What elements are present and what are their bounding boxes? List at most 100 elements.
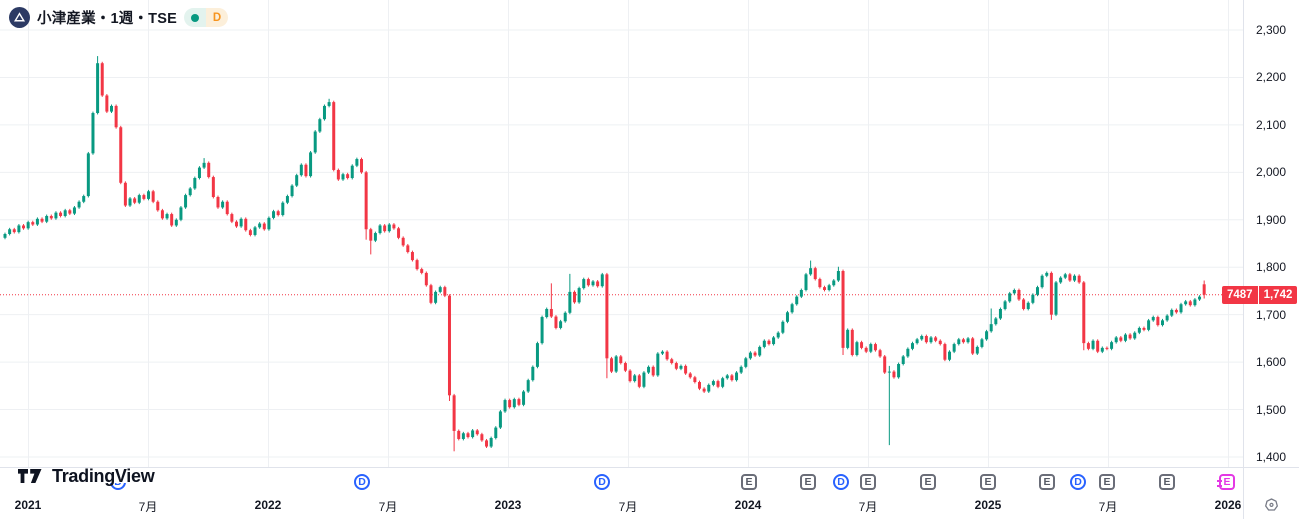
- candle-up[interactable]: [1045, 272, 1049, 276]
- tradingview-watermark[interactable]: TradingView: [18, 466, 155, 487]
- candle-up[interactable]: [54, 212, 58, 219]
- candle-up[interactable]: [522, 391, 526, 405]
- candle-down[interactable]: [961, 339, 965, 343]
- candle-up[interactable]: [776, 332, 780, 338]
- candle-up[interactable]: [3, 234, 7, 238]
- candle-up[interactable]: [96, 63, 100, 114]
- candle-up[interactable]: [221, 201, 225, 208]
- candle-up[interactable]: [295, 175, 299, 186]
- candle-up[interactable]: [1147, 320, 1151, 330]
- candle-up[interactable]: [313, 131, 317, 153]
- candle-down[interactable]: [938, 340, 942, 345]
- candle-down[interactable]: [216, 197, 220, 208]
- candle-up[interactable]: [86, 153, 90, 197]
- candle-down[interactable]: [420, 269, 424, 273]
- candle-down[interactable]: [211, 177, 215, 198]
- candle-down[interactable]: [383, 225, 387, 232]
- candle-down[interactable]: [924, 336, 928, 343]
- candle-down[interactable]: [424, 272, 428, 286]
- candle-down[interactable]: [605, 274, 609, 359]
- candle-up[interactable]: [725, 375, 729, 379]
- candle-up[interactable]: [147, 191, 151, 199]
- symbol-logo[interactable]: [9, 7, 30, 28]
- candle-down[interactable]: [1086, 343, 1090, 349]
- candle-down[interactable]: [248, 230, 252, 235]
- candle-down[interactable]: [119, 127, 123, 183]
- candle-down[interactable]: [596, 281, 600, 287]
- candle-up[interactable]: [633, 375, 637, 382]
- candle-down[interactable]: [1082, 282, 1086, 344]
- candle-up[interactable]: [137, 195, 141, 203]
- candle-up[interactable]: [929, 337, 933, 343]
- candle-up[interactable]: [846, 329, 850, 348]
- candle-up[interactable]: [193, 178, 197, 189]
- candle-up[interactable]: [1184, 301, 1188, 305]
- candle-up[interactable]: [128, 198, 132, 206]
- candle-up[interactable]: [827, 285, 831, 290]
- candle-up[interactable]: [1133, 332, 1137, 339]
- candle-up[interactable]: [290, 185, 294, 197]
- candle-down[interactable]: [670, 359, 674, 364]
- candle-down[interactable]: [364, 172, 368, 230]
- candle-down[interactable]: [466, 433, 470, 438]
- candle-down[interactable]: [971, 338, 975, 354]
- candle-down[interactable]: [1128, 334, 1132, 339]
- events-marker-badge[interactable]: D: [183, 8, 228, 27]
- candle-up[interactable]: [1198, 296, 1202, 300]
- candle-up[interactable]: [1031, 294, 1035, 303]
- candle-up[interactable]: [591, 281, 595, 286]
- candle-up[interactable]: [707, 384, 711, 392]
- candle-up[interactable]: [179, 207, 183, 220]
- candle-down[interactable]: [610, 358, 614, 372]
- candle-down[interactable]: [753, 352, 757, 356]
- candle-down[interactable]: [392, 224, 396, 229]
- candle-down[interactable]: [346, 174, 350, 179]
- candle-down[interactable]: [401, 237, 405, 246]
- candle-up[interactable]: [660, 351, 664, 354]
- candle-up[interactable]: [1170, 309, 1174, 316]
- candle-up[interactable]: [299, 164, 303, 176]
- candle-up[interactable]: [184, 195, 188, 208]
- candle-down[interactable]: [235, 221, 238, 227]
- candle-up[interactable]: [63, 210, 67, 216]
- candle-down[interactable]: [619, 356, 623, 364]
- candle-up[interactable]: [985, 331, 989, 340]
- candle-up[interactable]: [901, 356, 905, 365]
- dividend-badge[interactable]: D: [833, 474, 849, 490]
- candle-down[interactable]: [40, 218, 44, 222]
- candle-up[interactable]: [489, 438, 493, 447]
- candle-down[interactable]: [151, 191, 155, 202]
- candle-up[interactable]: [1035, 287, 1039, 295]
- candle-down[interactable]: [397, 228, 401, 238]
- candle-up[interactable]: [253, 227, 257, 235]
- candle-up[interactable]: [258, 223, 262, 228]
- candle-down[interactable]: [369, 229, 373, 241]
- candle-up[interactable]: [679, 365, 683, 369]
- candle-down[interactable]: [1188, 301, 1192, 306]
- candle-up[interactable]: [109, 105, 113, 112]
- candle-down[interactable]: [688, 373, 692, 378]
- candle-down[interactable]: [230, 214, 234, 222]
- candle-down[interactable]: [1022, 299, 1026, 309]
- candle-up[interactable]: [711, 381, 715, 385]
- candle-down[interactable]: [68, 210, 72, 214]
- candle-up[interactable]: [647, 366, 651, 373]
- candle-up[interactable]: [318, 119, 322, 132]
- candle-up[interactable]: [471, 430, 475, 438]
- candle-down[interactable]: [31, 222, 35, 225]
- candle-down[interactable]: [883, 356, 887, 373]
- candle-up[interactable]: [568, 291, 572, 313]
- candle-down[interactable]: [332, 102, 336, 170]
- candle-up[interactable]: [804, 274, 808, 290]
- candle-down[interactable]: [406, 245, 410, 253]
- candle-up[interactable]: [285, 196, 289, 203]
- candle-up[interactable]: [582, 279, 586, 289]
- earnings-badge[interactable]: E: [1039, 474, 1055, 490]
- candle-up[interactable]: [1137, 327, 1141, 333]
- candle-up[interactable]: [744, 358, 748, 367]
- candle-down[interactable]: [170, 214, 174, 226]
- candle-up[interactable]: [600, 274, 604, 287]
- candle-up[interactable]: [906, 348, 910, 357]
- candle-up[interactable]: [438, 287, 442, 292]
